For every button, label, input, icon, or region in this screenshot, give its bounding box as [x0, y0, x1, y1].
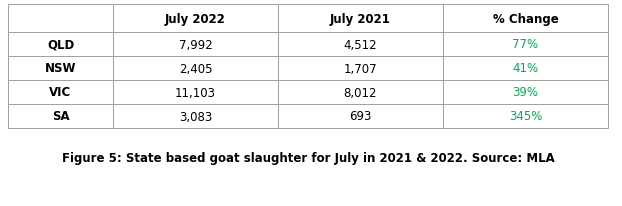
Text: % Change: % Change — [493, 12, 559, 25]
Bar — [278, 104, 443, 128]
Text: 1,707: 1,707 — [344, 62, 378, 75]
Bar — [8, 104, 113, 128]
Text: 11,103: 11,103 — [175, 86, 216, 99]
Text: 7,992: 7,992 — [179, 38, 212, 51]
Text: QLD: QLD — [47, 38, 74, 51]
Text: Figure 5: State based goat slaughter for July in 2021 & 2022. Source: MLA: Figure 5: State based goat slaughter for… — [62, 151, 554, 164]
Bar — [113, 104, 278, 128]
Bar — [443, 104, 608, 128]
Bar — [278, 57, 443, 81]
Bar — [113, 81, 278, 104]
Bar — [8, 81, 113, 104]
Bar — [443, 33, 608, 57]
Bar — [8, 5, 113, 33]
Bar — [278, 81, 443, 104]
Bar — [443, 81, 608, 104]
Bar — [113, 33, 278, 57]
Text: July 2022: July 2022 — [165, 12, 226, 25]
Bar — [278, 33, 443, 57]
Bar — [278, 5, 443, 33]
Text: VIC: VIC — [49, 86, 72, 99]
Text: 3,083: 3,083 — [179, 110, 212, 123]
Text: July 2021: July 2021 — [330, 12, 391, 25]
Text: 8,012: 8,012 — [344, 86, 378, 99]
Text: 345%: 345% — [509, 110, 542, 123]
Bar — [8, 57, 113, 81]
Text: 77%: 77% — [513, 38, 539, 51]
Bar — [443, 57, 608, 81]
Text: NSW: NSW — [45, 62, 77, 75]
Text: SA: SA — [52, 110, 69, 123]
Text: 2,405: 2,405 — [179, 62, 212, 75]
Bar — [443, 5, 608, 33]
Bar — [113, 57, 278, 81]
Bar — [113, 5, 278, 33]
Text: 4,512: 4,512 — [344, 38, 378, 51]
Text: 41%: 41% — [513, 62, 539, 75]
Text: 39%: 39% — [513, 86, 539, 99]
Bar — [8, 33, 113, 57]
Text: 693: 693 — [350, 110, 372, 123]
